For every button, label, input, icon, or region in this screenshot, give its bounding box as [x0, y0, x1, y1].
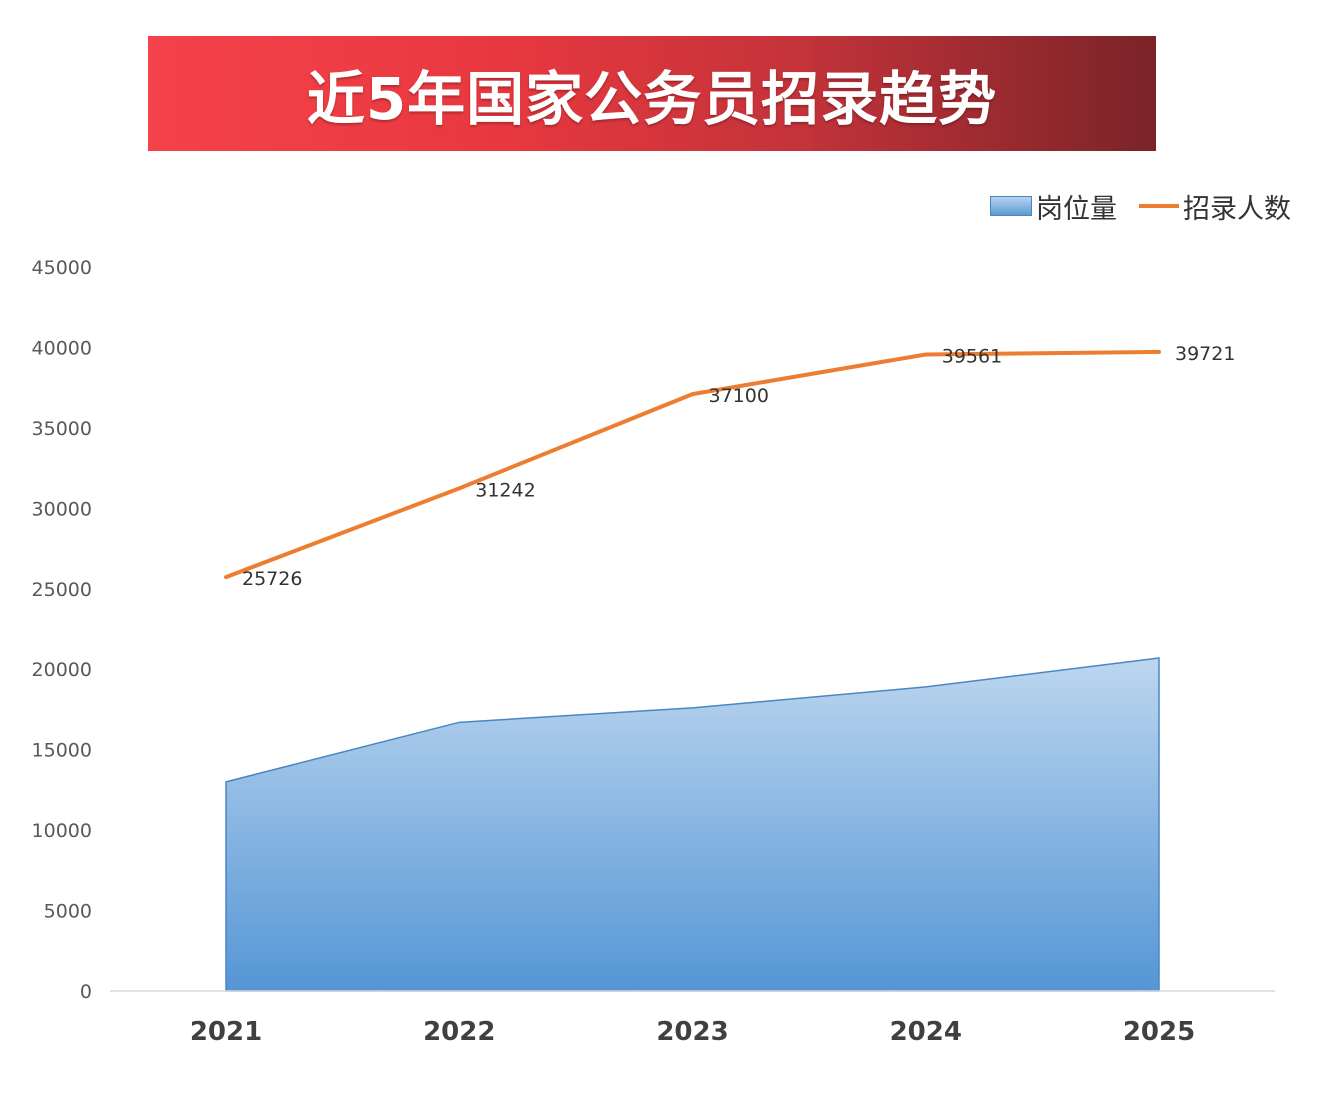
legend-label-area: 岗位量: [1036, 193, 1117, 225]
x-tick-label-2021: 2021: [190, 1017, 262, 1047]
legend-item-line: 招录人数: [1139, 187, 1291, 226]
x-tick-label-2024: 2024: [890, 1017, 962, 1047]
title-banner: 近5年国家公务员招录趋势: [148, 36, 1156, 151]
y-tick-label-2: 10000: [32, 820, 92, 842]
data-label-2023: 37100: [709, 385, 769, 407]
y-tick-label-5: 25000: [32, 579, 92, 601]
area-series-岗位量: [225, 657, 1160, 992]
data-label-2025: 39721: [1175, 343, 1235, 365]
legend-line-swatch: [1139, 204, 1179, 208]
x-tick-label-2025: 2025: [1123, 1017, 1195, 1047]
y-tick-label-7: 35000: [32, 418, 92, 440]
data-label-2024: 39561: [942, 346, 1002, 368]
legend-item-area: 岗位量: [990, 187, 1117, 226]
y-tick-label-9: 45000: [32, 257, 92, 279]
y-tick-label-6: 30000: [32, 498, 92, 520]
x-tick-label-2023: 2023: [656, 1017, 728, 1047]
data-label-2022: 31242: [475, 479, 535, 501]
y-tick-label-3: 15000: [32, 740, 92, 762]
legend: 岗位量 招录人数: [990, 186, 1291, 226]
x-tick-label-2022: 2022: [423, 1017, 495, 1047]
legend-area-swatch: [990, 196, 1032, 216]
data-label-2021: 25726: [242, 568, 302, 590]
y-tick-label-1: 5000: [44, 901, 92, 923]
chart-title: 近5年国家公务员招录趋势: [306, 64, 998, 133]
legend-label-line: 招录人数: [1183, 193, 1291, 225]
y-tick-label-0: 0: [80, 981, 92, 1003]
y-tick-label-4: 20000: [32, 659, 92, 681]
line-series-招录人数: [224, 349, 1161, 580]
y-tick-label-8: 40000: [32, 337, 92, 359]
